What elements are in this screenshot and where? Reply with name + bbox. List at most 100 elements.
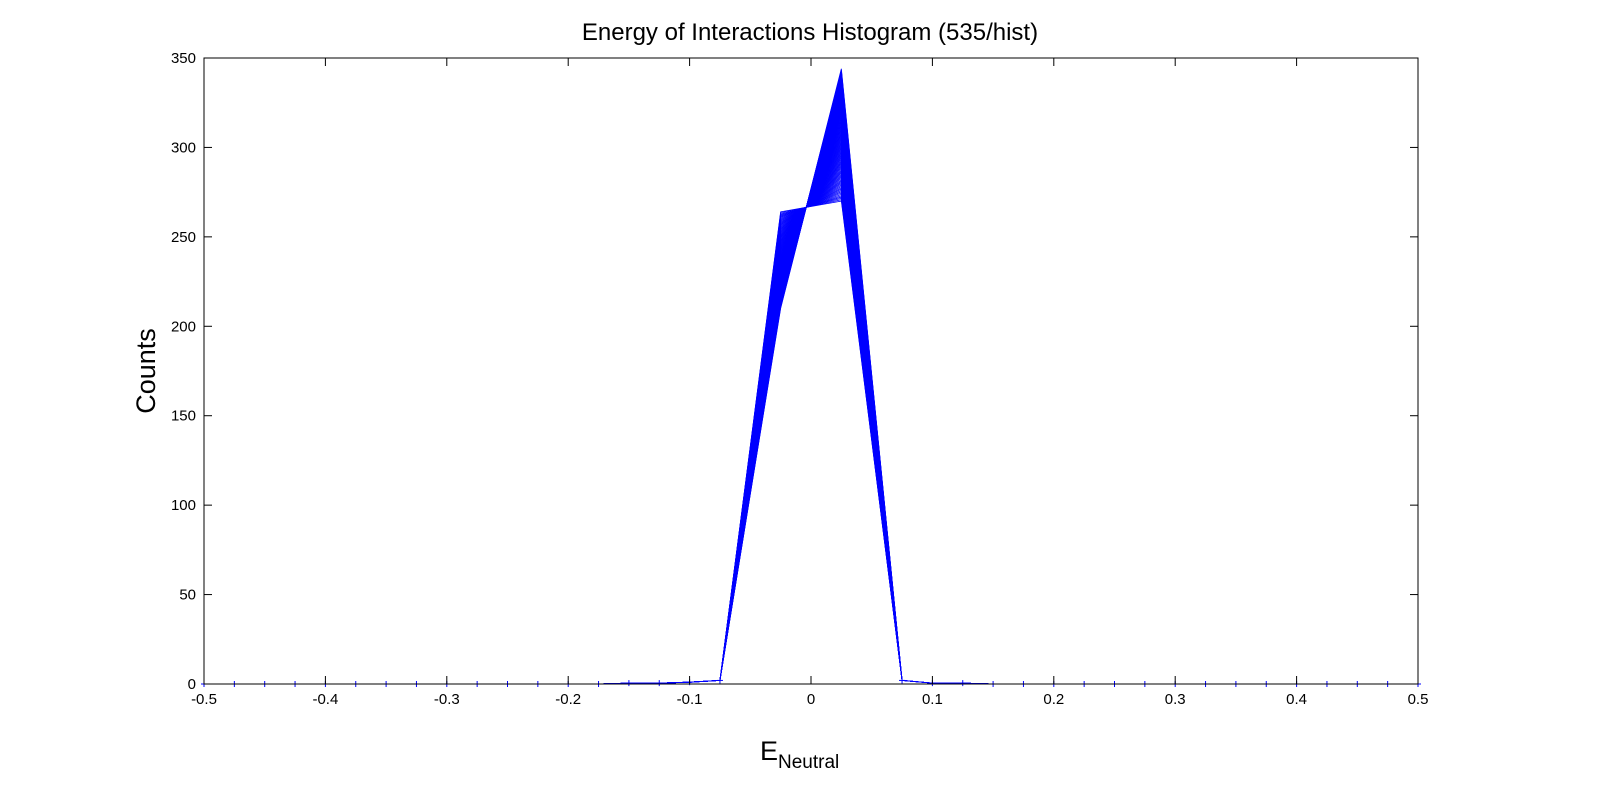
plot-frame bbox=[203, 57, 1419, 685]
x-tick-label: 0.5 bbox=[1408, 691, 1429, 708]
series-line bbox=[204, 130, 1418, 685]
series-line bbox=[204, 170, 1418, 685]
series-line bbox=[204, 84, 1418, 685]
data-point-marker bbox=[959, 680, 966, 687]
x-tick-label: 0.3 bbox=[1165, 691, 1186, 708]
x-tick-label: 0.4 bbox=[1286, 691, 1307, 708]
series-line bbox=[204, 150, 1418, 685]
y-tick-label: 0 bbox=[188, 676, 196, 693]
series-line bbox=[204, 138, 1418, 685]
series-line bbox=[204, 153, 1418, 685]
series-line bbox=[204, 196, 1418, 685]
y-tick-label: 250 bbox=[171, 229, 196, 246]
series-line bbox=[204, 178, 1418, 685]
series-line bbox=[204, 184, 1418, 685]
data-point-marker bbox=[899, 677, 906, 684]
y-tick-label: 150 bbox=[171, 408, 196, 425]
series-line bbox=[204, 139, 1418, 685]
series-line bbox=[204, 68, 1418, 685]
series-line bbox=[204, 85, 1418, 685]
series-line bbox=[204, 142, 1418, 685]
series-line bbox=[204, 162, 1418, 685]
series-line bbox=[204, 71, 1418, 685]
y-tick-label: 350 bbox=[171, 50, 196, 67]
series-line bbox=[204, 154, 1418, 685]
series-line bbox=[204, 131, 1418, 685]
series-line bbox=[204, 159, 1418, 685]
x-axis: -0.5 -0.4 -0.3 -0.2 -0.1 0 0.1 0.2 0.3 0.4 0.5 bbox=[191, 58, 1428, 708]
series-line bbox=[204, 95, 1418, 685]
series-line bbox=[204, 197, 1418, 685]
series-line bbox=[204, 180, 1418, 685]
series-line bbox=[204, 73, 1418, 685]
y-tick-label: 100 bbox=[171, 497, 196, 514]
series-line bbox=[204, 98, 1418, 685]
series-line bbox=[204, 88, 1418, 685]
x-tick-label: -0.4 bbox=[312, 691, 338, 708]
x-tick-label: -0.2 bbox=[555, 691, 581, 708]
series-line bbox=[204, 200, 1418, 685]
x-axis-label: ENeutral bbox=[760, 736, 839, 773]
series-line bbox=[204, 143, 1418, 685]
chart-title: Energy of Interactions Histogram (535/hi… bbox=[582, 19, 1038, 46]
series-line bbox=[204, 75, 1418, 685]
series-line bbox=[204, 134, 1418, 685]
series-line bbox=[204, 168, 1418, 685]
series-line bbox=[204, 72, 1418, 685]
series-line bbox=[204, 79, 1418, 685]
series-line bbox=[204, 145, 1418, 685]
series-line bbox=[204, 151, 1418, 685]
y-tick-label: 300 bbox=[171, 139, 196, 156]
series-line bbox=[204, 126, 1418, 685]
x-axis-label-subscript: Neutral bbox=[778, 752, 839, 773]
series-line bbox=[204, 81, 1418, 685]
series-line bbox=[204, 149, 1418, 685]
y-axis: 0 50 100 150 200 250 300 350 bbox=[171, 50, 1418, 693]
series-line bbox=[204, 183, 1418, 685]
series-line bbox=[204, 92, 1418, 685]
series-line bbox=[204, 189, 1418, 685]
y-tick-label: 50 bbox=[179, 587, 196, 604]
data-point-marker bbox=[716, 677, 723, 684]
series-line bbox=[204, 123, 1418, 685]
series-line bbox=[204, 181, 1418, 685]
series-line bbox=[204, 155, 1418, 685]
series-line bbox=[204, 177, 1418, 685]
series-line bbox=[204, 185, 1418, 685]
x-tick-label: -0.1 bbox=[677, 691, 703, 708]
x-tick-label: -0.3 bbox=[434, 691, 460, 708]
series-line bbox=[204, 195, 1418, 685]
series-line bbox=[204, 77, 1418, 685]
series-line bbox=[204, 96, 1418, 685]
series-line bbox=[204, 199, 1418, 685]
x-tick-label: -0.5 bbox=[191, 691, 217, 708]
series-line bbox=[204, 128, 1418, 685]
series-line bbox=[204, 176, 1418, 685]
series-line bbox=[204, 80, 1418, 685]
series-line bbox=[204, 76, 1418, 685]
series-line bbox=[204, 165, 1418, 685]
data-point-marker bbox=[625, 680, 632, 687]
series-line bbox=[204, 187, 1418, 685]
series-line bbox=[204, 132, 1418, 685]
series-line bbox=[204, 191, 1418, 685]
series-line bbox=[204, 136, 1418, 685]
series-line bbox=[204, 121, 1418, 685]
x-tick-label: 0 bbox=[807, 691, 815, 708]
series-line bbox=[204, 124, 1418, 685]
series-line bbox=[204, 164, 1418, 685]
series-line bbox=[204, 188, 1418, 685]
series-line bbox=[204, 90, 1418, 685]
series-line bbox=[204, 146, 1418, 685]
series-line bbox=[204, 193, 1418, 685]
series-line bbox=[204, 174, 1418, 685]
series-line bbox=[204, 83, 1418, 685]
series-line bbox=[204, 140, 1418, 685]
y-tick-label: 200 bbox=[171, 318, 196, 335]
x-tick-label: 0.2 bbox=[1043, 691, 1064, 708]
series-line bbox=[204, 158, 1418, 685]
series-line bbox=[204, 161, 1418, 685]
series-line bbox=[204, 69, 1418, 685]
series-line bbox=[204, 135, 1418, 685]
